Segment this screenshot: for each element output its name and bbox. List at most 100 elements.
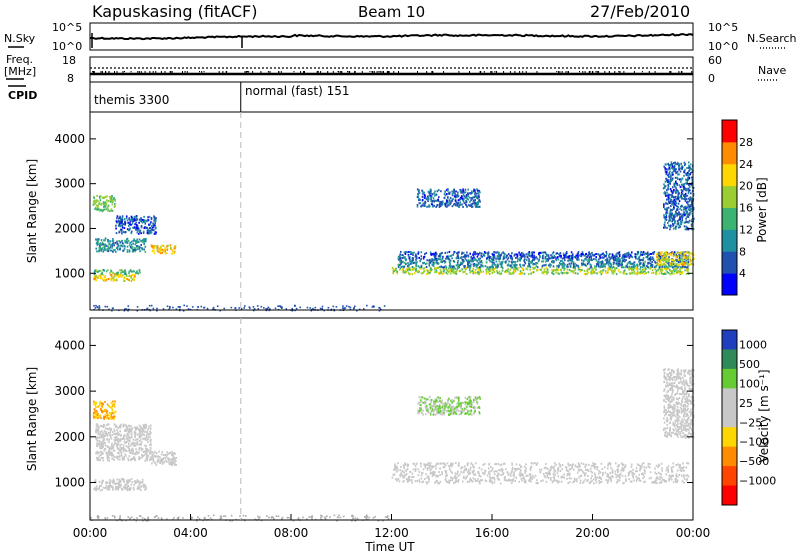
power-cell xyxy=(667,267,669,270)
velocity-cell xyxy=(108,456,110,459)
power-cell xyxy=(118,220,120,223)
velocity-cell xyxy=(166,460,168,463)
power-cell xyxy=(415,253,417,256)
power-cell xyxy=(99,242,102,245)
velocity-cell xyxy=(141,428,143,431)
power-cell xyxy=(515,267,518,270)
velocity-cell xyxy=(127,439,129,442)
power-cell xyxy=(140,244,142,246)
velocity-cell xyxy=(507,472,509,475)
power-cell xyxy=(544,256,547,259)
power-cell xyxy=(577,255,579,258)
velocity-cell xyxy=(136,433,139,436)
power-cell xyxy=(626,263,629,266)
power-cell xyxy=(670,177,672,180)
power-cell xyxy=(612,266,615,269)
power-cell xyxy=(416,205,419,208)
power-cell xyxy=(103,203,105,205)
velocity-cell xyxy=(138,430,141,433)
velocity-cell xyxy=(121,478,124,481)
power-cell xyxy=(482,270,484,273)
velocity-cell xyxy=(94,487,96,490)
velocity-cell xyxy=(132,457,134,460)
power-cell xyxy=(412,268,414,271)
velocity-cell xyxy=(570,468,572,471)
velocity-cell xyxy=(98,433,101,436)
velocity-cell xyxy=(431,474,434,477)
power-cell xyxy=(474,191,477,194)
power-cell xyxy=(666,178,668,181)
power-cell xyxy=(476,188,478,191)
power-cell xyxy=(100,239,103,242)
velocity-cell xyxy=(133,458,136,461)
power-cell xyxy=(685,272,688,275)
power-cell xyxy=(539,268,541,271)
power-cell xyxy=(659,252,661,255)
velocity-cell xyxy=(548,471,551,474)
velocity-cell xyxy=(660,462,663,465)
power-cell xyxy=(435,251,437,254)
power-cell xyxy=(673,165,675,168)
velocity-cell xyxy=(128,431,130,433)
velocity-cell xyxy=(95,452,98,455)
velocity-cell xyxy=(175,463,177,466)
ground-scatter-cell xyxy=(104,305,107,308)
velocity-cell xyxy=(113,403,116,405)
power-cell xyxy=(659,266,661,269)
velocity-cell xyxy=(97,424,99,427)
power-cell xyxy=(624,260,626,263)
velocity-cell xyxy=(95,437,97,440)
velocity-cell xyxy=(128,449,130,452)
power-cell xyxy=(421,198,424,201)
velocity-cell xyxy=(124,449,127,452)
power-cell xyxy=(573,266,575,269)
power-cell xyxy=(405,259,407,262)
power-cell xyxy=(681,263,684,266)
power-cell xyxy=(618,260,621,263)
velocity-cell xyxy=(130,459,132,461)
cpid-segment-1: themis 3300 xyxy=(94,93,169,107)
power-cell xyxy=(154,232,157,235)
velocity-cell xyxy=(129,489,131,492)
power-cell xyxy=(102,201,105,204)
velocity-cell xyxy=(469,477,471,480)
power-cell xyxy=(136,245,138,247)
velocity-cell xyxy=(94,413,97,416)
power-cell xyxy=(660,272,663,275)
power-cell xyxy=(423,194,426,196)
power-cell xyxy=(121,275,123,278)
power-cell xyxy=(669,210,672,213)
velocity-cell xyxy=(96,444,99,447)
velocity-cell xyxy=(171,462,174,465)
power-cell xyxy=(519,273,522,275)
velocity-cell xyxy=(568,468,571,471)
power-cell xyxy=(533,263,535,266)
velocity-cell xyxy=(111,485,113,487)
power-cell xyxy=(514,253,516,256)
power-cell xyxy=(638,271,641,274)
ground-scatter-cell xyxy=(136,306,139,308)
velocity-cell xyxy=(592,462,594,465)
power-cell xyxy=(476,189,479,192)
power-cell xyxy=(608,261,611,264)
power-cell xyxy=(98,244,101,247)
power-cell xyxy=(546,259,548,262)
power-cell xyxy=(131,220,134,223)
power-cell xyxy=(586,263,589,265)
power-cell xyxy=(508,273,511,275)
velocity-cell xyxy=(93,401,96,404)
power-cell xyxy=(680,162,682,165)
velocity-cell xyxy=(535,481,538,484)
power-cell xyxy=(161,251,164,254)
power-cell xyxy=(469,271,471,274)
power-cell xyxy=(128,249,131,252)
power-cell xyxy=(674,222,676,225)
power-cell xyxy=(448,255,450,258)
power-cell xyxy=(429,270,432,273)
power-cell xyxy=(620,264,622,267)
power-cell xyxy=(425,266,428,268)
power-cell xyxy=(551,268,553,271)
power-cell xyxy=(682,215,684,218)
velocity-cell xyxy=(94,408,96,411)
